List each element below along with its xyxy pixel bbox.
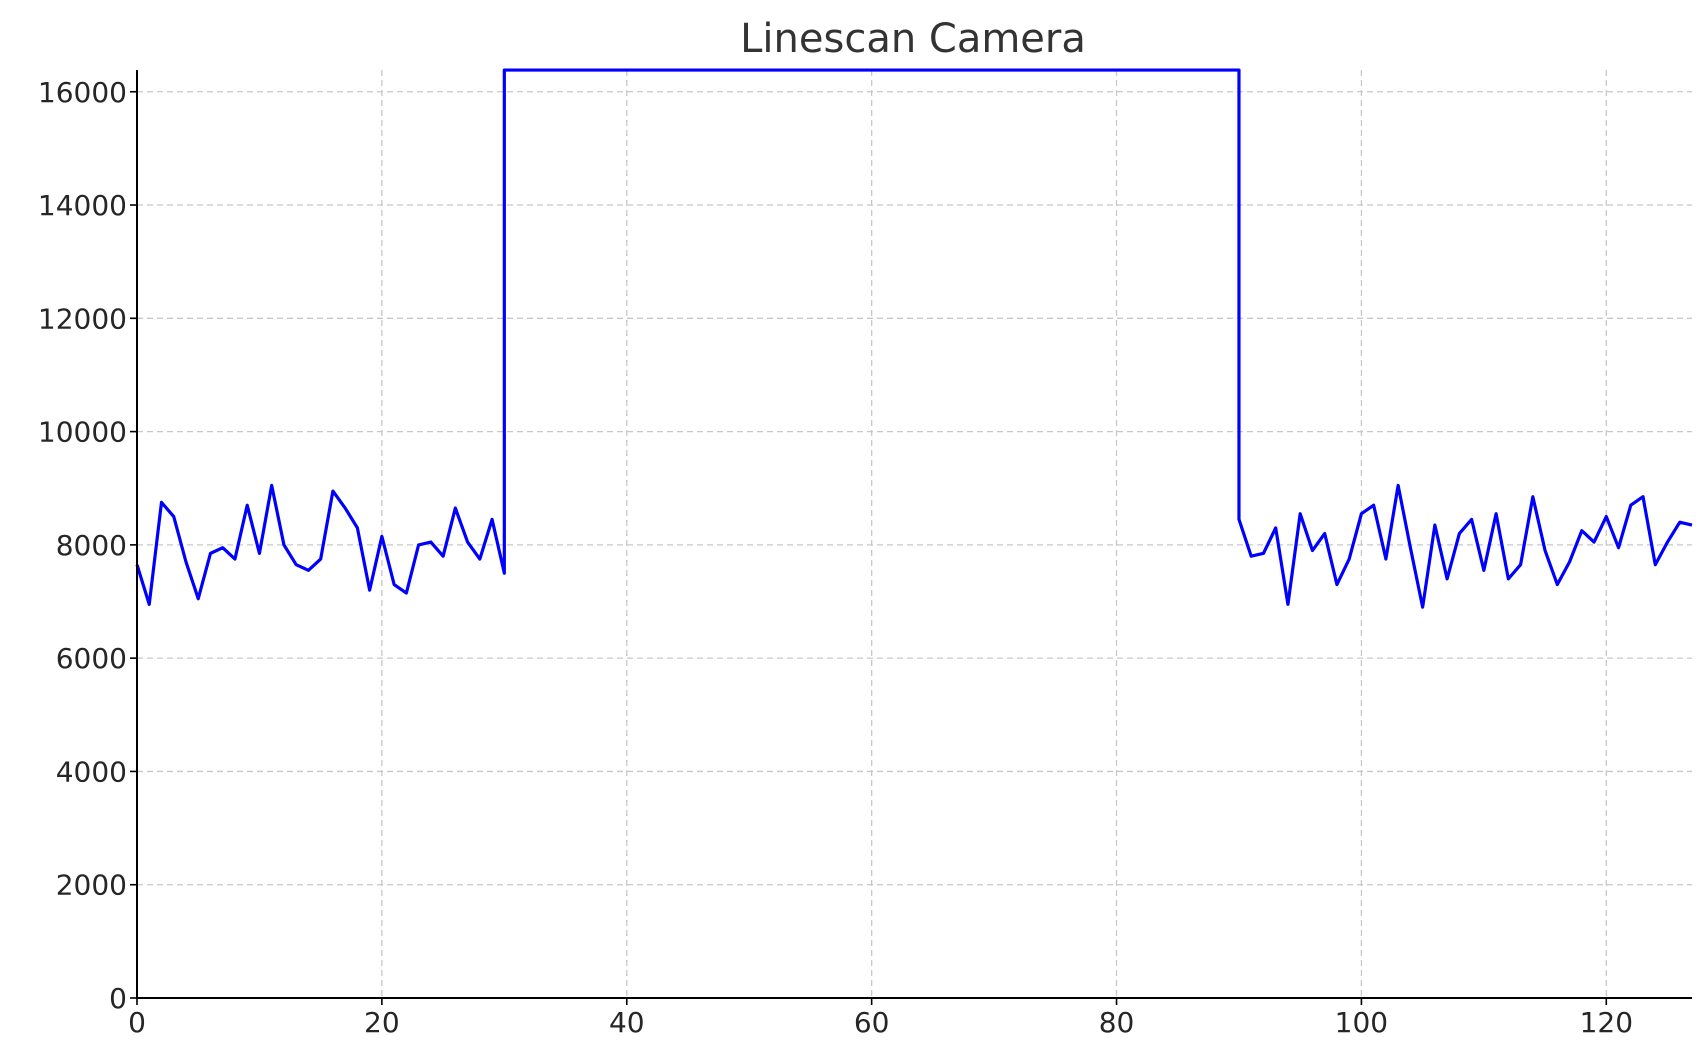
- x-tick-label: 80: [1099, 1006, 1135, 1039]
- series-line: [135, 68, 1693, 609]
- plot-area: [135, 68, 1693, 609]
- x-tick-label: 120: [1580, 1006, 1633, 1039]
- y-tick-label: 4000: [56, 755, 127, 788]
- y-tick-label: 10000: [38, 416, 127, 449]
- grid: [137, 70, 1692, 998]
- y-tick-label: 14000: [38, 189, 127, 222]
- y-tick-label: 6000: [56, 642, 127, 675]
- y-tick-label: 12000: [38, 302, 127, 335]
- chart-title: Linescan Camera: [740, 16, 1086, 62]
- x-tick-label: 60: [854, 1006, 890, 1039]
- axes: [136, 70, 1692, 999]
- y-tick-label: 2000: [56, 869, 127, 902]
- x-tick-label: 0: [128, 1006, 146, 1039]
- x-tick-label: 20: [364, 1006, 400, 1039]
- y-tick-label: 16000: [38, 76, 127, 109]
- y-tick-label: 0: [109, 982, 127, 1015]
- x-tick-label: 100: [1335, 1006, 1388, 1039]
- x-axis-ticks: 0 20 40 60 80 100 120: [128, 998, 1633, 1039]
- x-tick-label: 40: [609, 1006, 645, 1039]
- y-axis-ticks: 0 2000 4000 6000 8000 10000 12000 14000 16000: [38, 76, 137, 1015]
- y-tick-label: 8000: [56, 529, 127, 562]
